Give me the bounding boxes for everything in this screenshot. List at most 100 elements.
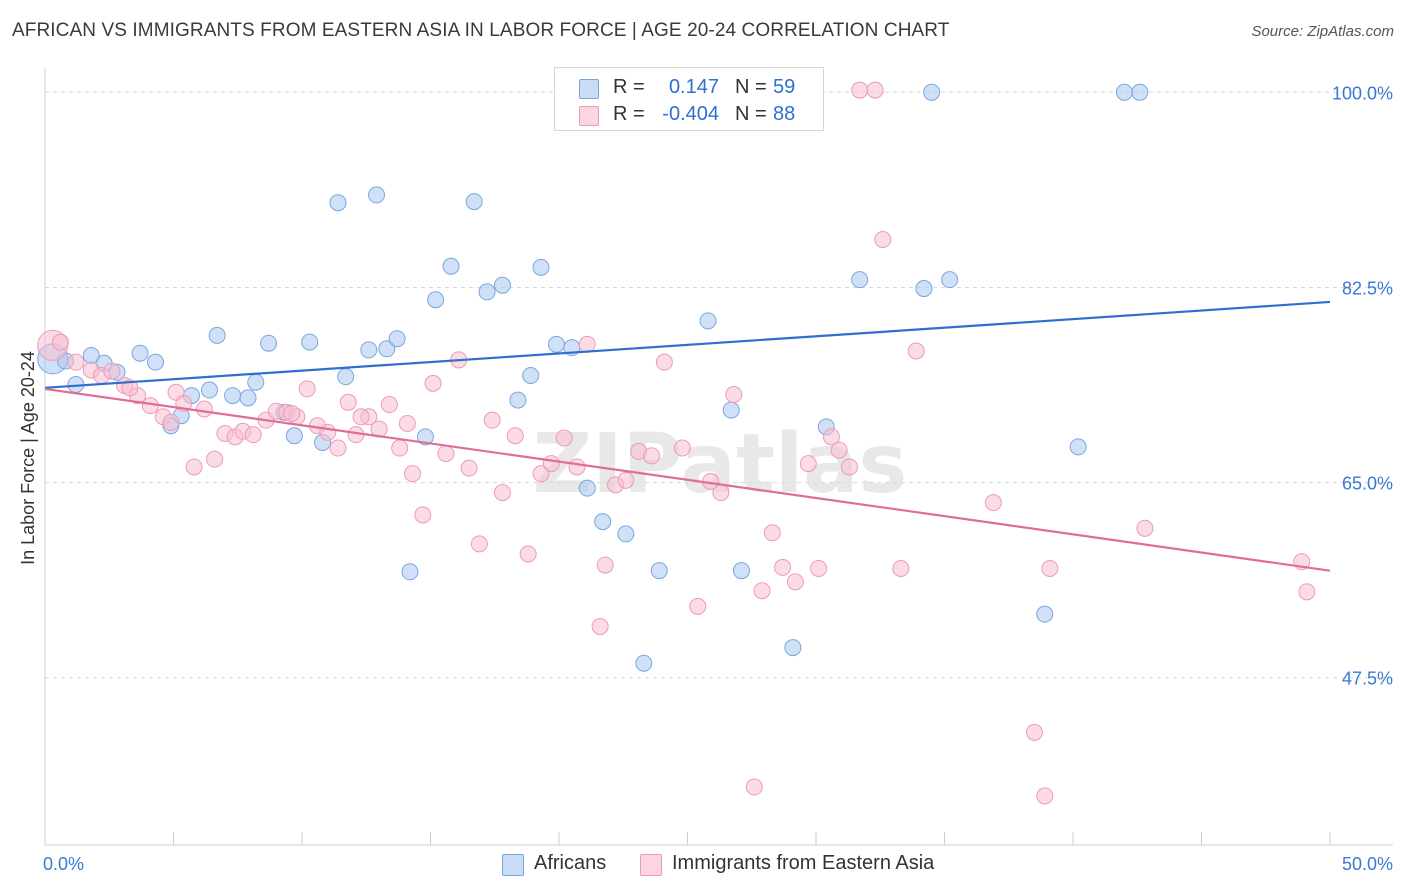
eastern-asia-point	[753, 582, 771, 600]
eastern-asia-point	[596, 556, 614, 574]
eastern-asia-point	[1298, 583, 1316, 601]
eastern-asia-point	[655, 353, 673, 371]
eastern-asia-point	[578, 335, 596, 353]
eastern-asia-point	[391, 439, 409, 457]
legend-item-eastern-asia[interactable]: Immigrants from Eastern Asia	[640, 851, 950, 877]
r-value: 0.147	[668, 76, 719, 98]
eastern-asia-point	[673, 439, 691, 457]
eastern-asia-point	[162, 413, 180, 431]
eastern-asia-point	[319, 423, 337, 441]
african-point	[247, 373, 265, 391]
eastern-asia-point	[1136, 519, 1154, 537]
eastern-asia-point	[298, 380, 316, 398]
eastern-asia-point	[591, 617, 609, 635]
eastern-asia-point	[398, 414, 416, 432]
eastern-asia-point	[519, 545, 537, 563]
african-point	[784, 639, 802, 657]
eastern-asia-point	[643, 447, 661, 465]
y-tick-label: 47.5%	[1342, 669, 1393, 689]
african-point	[617, 525, 635, 543]
eastern-asia-point	[542, 455, 560, 473]
eastern-asia-swatch	[579, 106, 599, 126]
african-point	[442, 257, 460, 275]
eastern-asia-point	[840, 458, 858, 476]
legend-item-africans[interactable]: Africans	[502, 851, 632, 877]
african-point	[239, 389, 257, 407]
eastern-asia-point	[763, 524, 781, 542]
r-label: R =	[613, 76, 645, 98]
eastern-asia-point	[725, 385, 743, 403]
african-point	[285, 427, 303, 445]
source-label: Source: ZipAtlas.com	[1251, 23, 1394, 40]
eastern-asia-point	[352, 408, 370, 426]
african-point	[1036, 605, 1054, 623]
eastern-asia-point	[822, 428, 840, 446]
african-point	[131, 344, 149, 362]
eastern-asia-point	[568, 458, 586, 476]
african-point	[360, 341, 378, 359]
eastern-asia-point	[984, 494, 1002, 512]
correlation-legend: R = 0.147 N = 59 R = -0.404 N = 88	[554, 67, 824, 131]
eastern-asia-point	[51, 333, 69, 351]
eastern-asia-point	[830, 441, 848, 459]
eastern-asia-point	[404, 465, 422, 483]
african-point	[941, 271, 959, 289]
eastern-asia-point	[244, 426, 262, 444]
y-tick-label: 100.0%	[1332, 83, 1393, 103]
african-point	[427, 291, 445, 309]
eastern-asia-point	[892, 559, 910, 577]
eastern-asia-point	[380, 396, 398, 414]
legend-row-eastern-asia: R = -0.404 N = 88	[555, 100, 823, 128]
eastern-asia-point	[283, 404, 301, 422]
african-point	[416, 428, 434, 446]
eastern-asia-point	[185, 458, 203, 476]
x-tick-label-min: 0.0%	[43, 854, 84, 874]
african-point	[547, 335, 565, 353]
africans-swatch	[579, 79, 599, 99]
eastern-asia-point	[712, 484, 730, 502]
eastern-asia-point	[874, 230, 892, 248]
eastern-asia-point	[799, 455, 817, 473]
eastern-asia-point	[506, 427, 524, 445]
african-point	[493, 276, 511, 294]
african-point	[509, 391, 527, 409]
african-point	[260, 334, 278, 352]
african-point	[224, 387, 242, 405]
n-label: N =	[735, 103, 767, 125]
african-point	[1069, 438, 1087, 456]
eastern-asia-point	[1036, 787, 1054, 805]
african-point	[465, 193, 483, 211]
x-tick-label-max: 50.0%	[1342, 854, 1393, 874]
eastern-asia-point	[866, 81, 884, 99]
africans-legend-swatch	[502, 854, 524, 876]
african-point	[732, 562, 750, 580]
african-point	[851, 271, 869, 289]
eastern-asia-point	[121, 379, 139, 397]
african-point	[388, 330, 406, 348]
african-point	[532, 258, 550, 276]
african-point	[337, 368, 355, 386]
african-point	[923, 83, 941, 101]
african-point	[650, 562, 668, 580]
african-trendline	[44, 300, 1331, 389]
african-point	[200, 381, 218, 399]
african-point	[301, 333, 319, 351]
african-point	[522, 367, 540, 385]
eastern-asia-point	[460, 459, 478, 477]
african-point	[478, 283, 496, 301]
african-point	[208, 326, 226, 344]
african-point	[401, 563, 419, 581]
african-point	[594, 513, 612, 531]
eastern-asia-point	[532, 465, 550, 483]
eastern-asia-point	[907, 342, 925, 360]
african-point	[699, 312, 717, 330]
african-point	[722, 401, 740, 419]
african-point	[378, 340, 396, 358]
y-tick-label: 82.5%	[1342, 278, 1393, 298]
eastern-asia-point	[555, 429, 573, 447]
n-value: 88	[773, 103, 796, 125]
chart-title: AFRICAN VS IMMIGRANTS FROM EASTERN ASIA …	[12, 20, 950, 41]
eastern-asia-point	[617, 471, 635, 489]
eastern-asia-point	[786, 573, 804, 591]
eastern-asia-point	[689, 597, 707, 615]
